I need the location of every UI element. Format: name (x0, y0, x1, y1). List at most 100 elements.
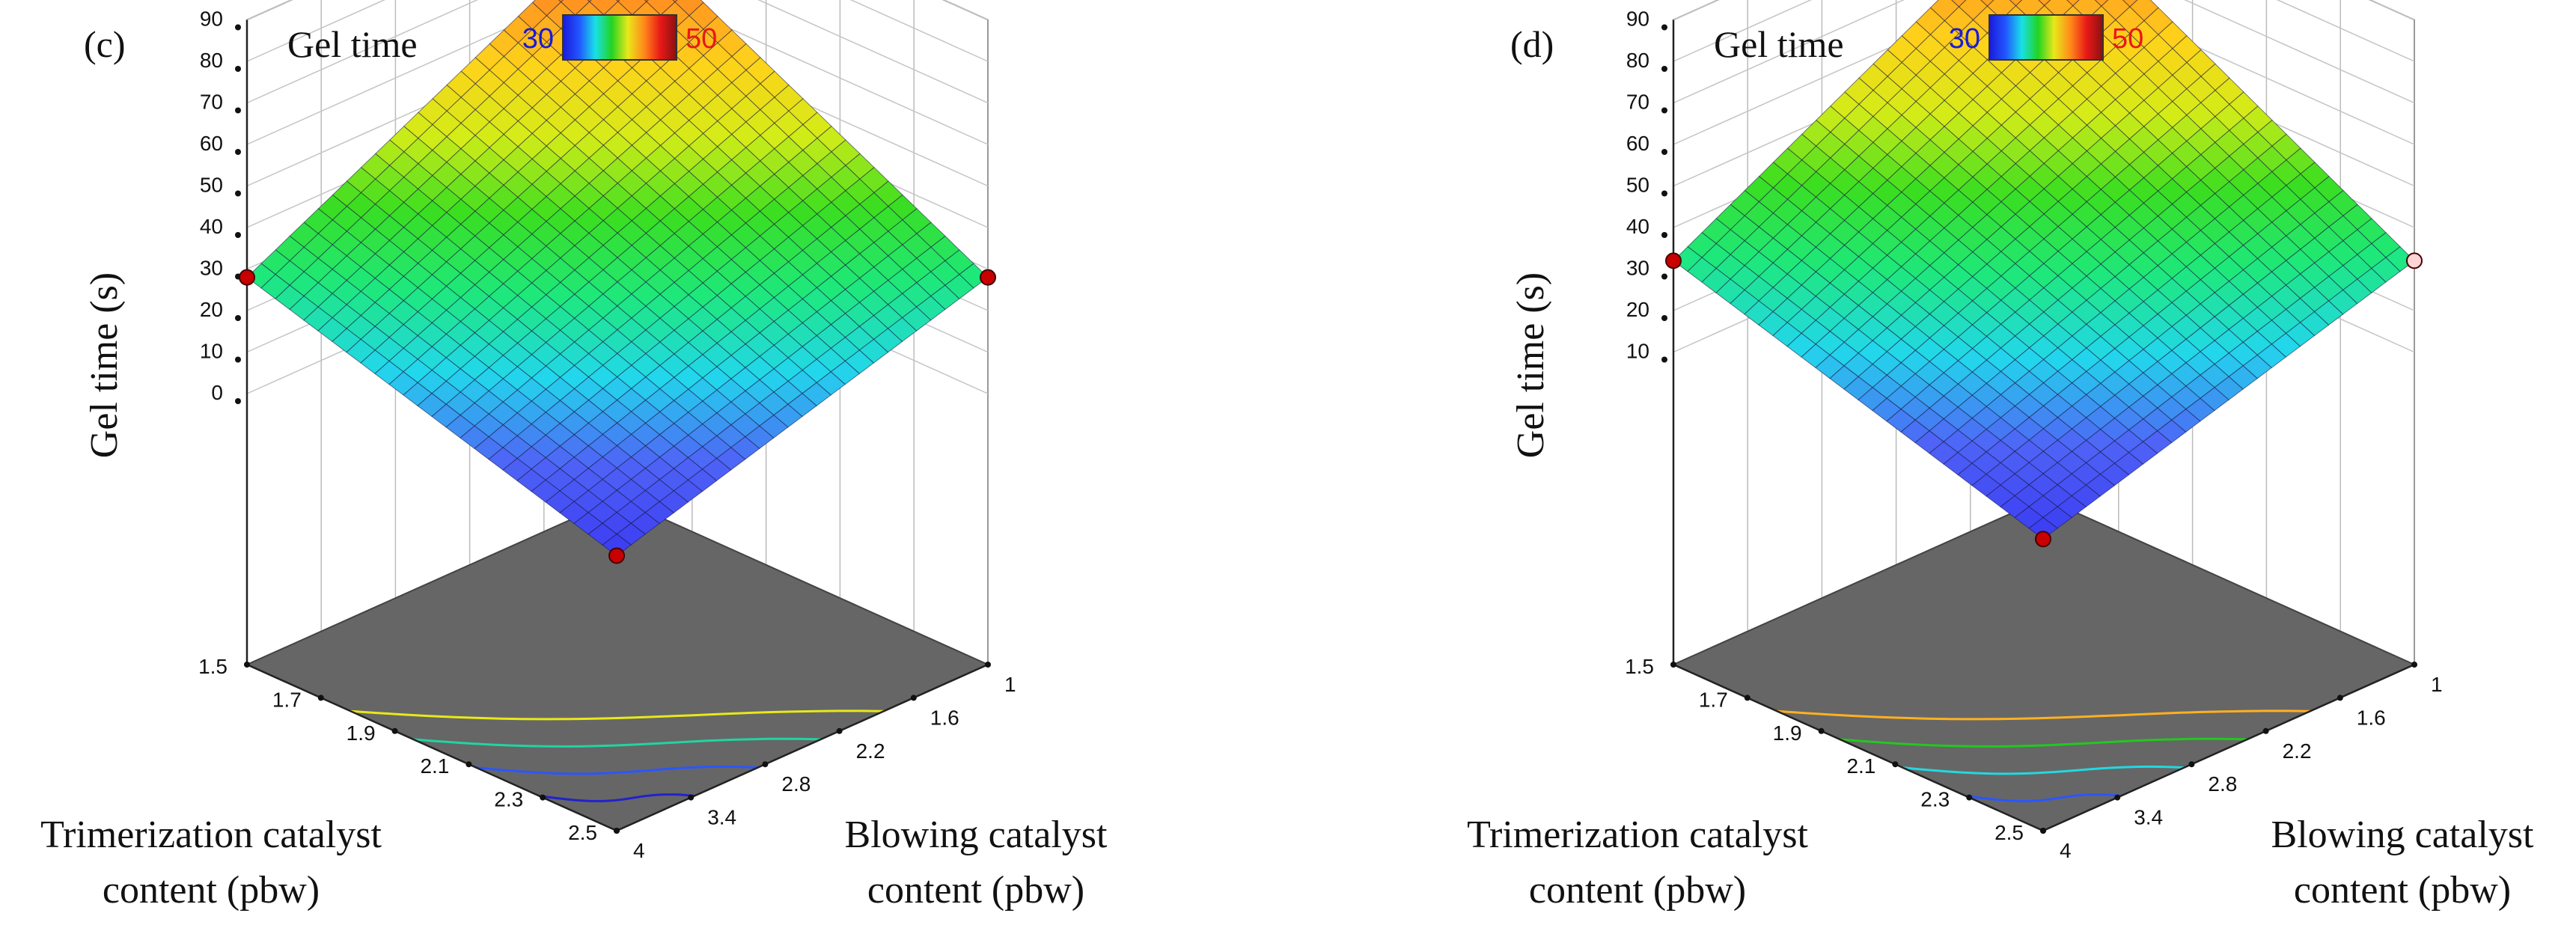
z-tick-label: 80 (200, 49, 223, 72)
chart-title: Gel time (287, 23, 418, 65)
wall-gridline (246, 0, 989, 104)
y-tick-label: 1 (2431, 673, 2443, 696)
z-tick-mark (1661, 107, 1667, 114)
design-point (2035, 531, 2051, 548)
y-tick-mark (2262, 727, 2269, 734)
x-tick-label: 1.9 (347, 721, 376, 745)
z-tick-mark (1661, 149, 1667, 155)
z-tick-label: 40 (200, 215, 223, 238)
contour-line (539, 793, 695, 802)
y-axis-label-line1: Blowing catalyst (2271, 814, 2535, 856)
z-tick-mark (235, 107, 241, 114)
y-tick-label: 1.6 (930, 706, 959, 729)
contour-line (413, 737, 821, 748)
x-axis-label-line2: content (pbw) (103, 869, 320, 912)
x-tick-mark (1744, 695, 1751, 701)
x-tick-mark (244, 662, 250, 668)
y-tick-label: 2.2 (2283, 739, 2312, 763)
contour-line (1777, 709, 2311, 721)
y-tick-mark (985, 662, 991, 668)
x-axis-label-line1: Trimerization catalyst (1467, 814, 1808, 856)
y-tick-mark (614, 828, 620, 834)
y-tick-mark (2411, 662, 2417, 668)
z-tick-mark (235, 315, 241, 321)
z-tick-label: 50 (200, 174, 223, 197)
z-tick-label: 30 (200, 257, 223, 280)
z-tick-mark (235, 398, 241, 404)
x-tick-label: 1.7 (1699, 688, 1728, 711)
x-tick-label: 1.9 (1773, 721, 1802, 745)
floor-contours (1777, 709, 2311, 802)
z-tick-mark (1661, 232, 1667, 238)
design-point (980, 269, 996, 286)
y-tick-mark (2188, 761, 2195, 768)
x-tick-mark (1670, 662, 1676, 668)
z-tick-mark (235, 149, 241, 155)
x-axis-label-line2: content (pbw) (1529, 869, 1746, 912)
y-tick-label: 3.4 (707, 806, 736, 829)
z-tick-label: 10 (200, 340, 223, 363)
z-tick-mark (1661, 66, 1667, 72)
z-axis-label: Gel time (s) (1510, 272, 1552, 458)
response-surface (246, 0, 989, 557)
z-tick-mark (235, 66, 241, 72)
x-tick-mark (1966, 794, 1973, 801)
contour-line (1965, 793, 2122, 802)
z-tick-label: 20 (1626, 298, 1649, 321)
response-surface (1673, 0, 2415, 540)
trimerization-axis-line (246, 663, 617, 832)
z-tick-mark (1661, 273, 1667, 280)
design-point (1665, 252, 1682, 269)
design-point (239, 269, 255, 286)
z-tick-mark (1661, 315, 1667, 321)
z-tick-label: 30 (1626, 257, 1649, 280)
z-tick-label: 0 (211, 381, 223, 404)
z-tick-label: 10 (1626, 340, 1649, 363)
colorbar (562, 14, 677, 61)
y-tick-mark (688, 794, 695, 801)
z-tick-mark (1661, 190, 1667, 197)
colorbar-min-label: 30 (522, 23, 554, 55)
x-tick-label: 2.1 (420, 754, 449, 778)
colorbar-max-label: 50 (686, 23, 717, 55)
z-tick-mark (235, 190, 241, 197)
y-tick-mark (2337, 695, 2343, 701)
y-tick-label: 3.4 (2134, 806, 2163, 829)
y-tick-mark (836, 727, 843, 734)
wall-gridline (1673, 0, 2415, 62)
y-tick-mark (762, 761, 769, 768)
x-tick-mark (466, 761, 472, 768)
colorbar (1989, 14, 2104, 61)
y-axis-label-line2: content (pbw) (867, 869, 1084, 912)
x-tick-label: 2.1 (1846, 754, 1875, 778)
panel-d: 1.5 1.7 1.9 2.1 2.3 2.5 1 1.6 2.2 2.8 3.4 4 90 80 70 60… (1467, 0, 2534, 912)
wall-gridline (1673, 0, 2415, 145)
panel-c: 1.5 1.7 1.9 2.1 2.3 2.5 1 1.6 2.2 2.8 3.4 4 90 80 70 60… (40, 0, 1108, 912)
z-tick-label: 70 (1626, 91, 1649, 114)
z-tick-mark (235, 356, 241, 363)
z-tick-mark (1661, 356, 1667, 363)
x-tick-label: 2.3 (494, 788, 523, 811)
y-tick-mark (2040, 828, 2046, 834)
x-tick-mark (1818, 727, 1825, 734)
y-tick-label: 2.8 (781, 772, 811, 796)
z-tick-label: 40 (1626, 215, 1649, 238)
contour-line (350, 709, 885, 721)
y-tick-label: 1 (1004, 673, 1016, 696)
blowing-axis-line (2042, 663, 2415, 832)
y-tick-label: 2.8 (2208, 772, 2237, 796)
z-axis-label: Gel time (s) (83, 272, 126, 458)
y-tick-label: 1.6 (2357, 706, 2386, 729)
x-tick-mark (1892, 761, 1899, 768)
x-tick-mark (540, 794, 546, 801)
x-tick-mark (317, 695, 324, 701)
wall-gridline (246, 0, 989, 62)
wall-gridline (1673, 0, 2415, 104)
chart-title: Gel time (1714, 23, 1844, 65)
y-tick-mark (910, 695, 917, 701)
x-tick-label: 2.3 (1920, 788, 1950, 811)
x-axis-label-line1: Trimerization catalyst (40, 814, 382, 856)
x-tick-label: 2.5 (568, 821, 597, 844)
z-tick-mark (235, 232, 241, 238)
